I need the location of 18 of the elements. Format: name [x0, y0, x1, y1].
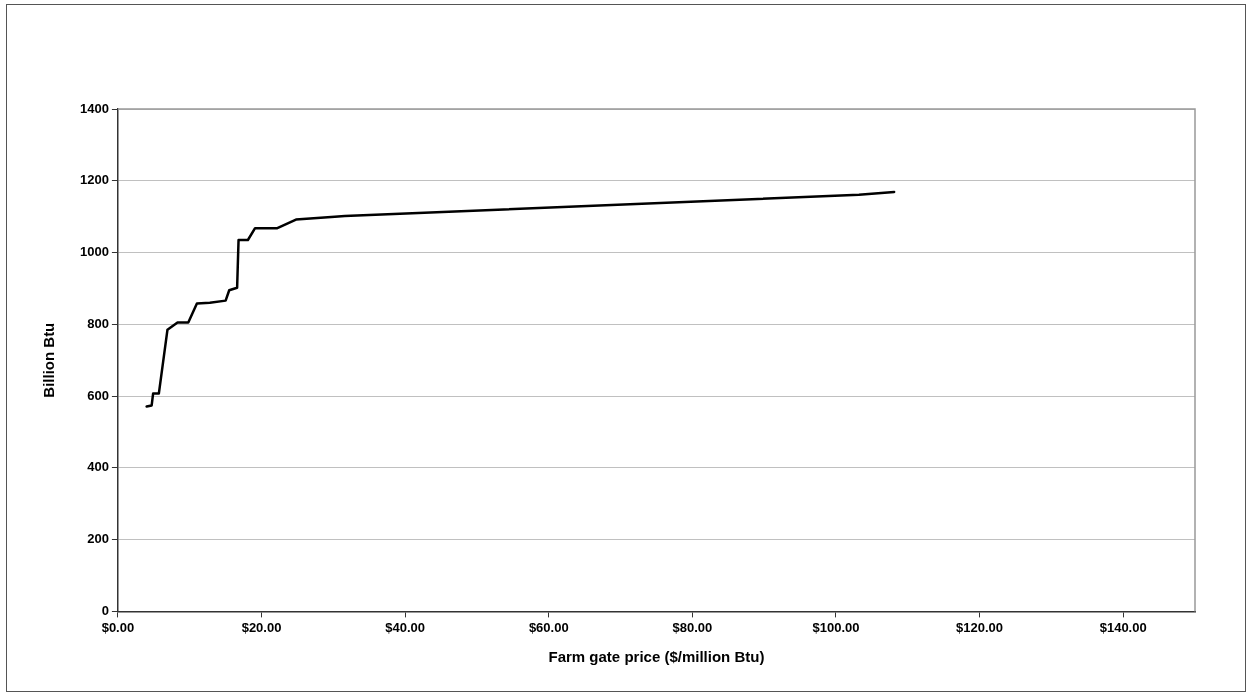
y-tick-label: 600	[87, 387, 109, 403]
x-tick-label: $140.00	[1099, 619, 1147, 635]
y-axis-title: Billion Btu	[40, 322, 58, 398]
x-axis-title: Farm gate price ($/million Btu)	[548, 648, 765, 666]
x-tick-label: $100.00	[812, 619, 860, 635]
x-tick-label: $120.00	[956, 619, 1004, 635]
y-tick-label: 200	[87, 531, 109, 547]
y-tick-label: 400	[87, 459, 109, 475]
x-tick-label: $20.00	[241, 619, 282, 635]
y-tick-label: 1200	[80, 172, 109, 188]
y-tick-label: 1400	[80, 100, 109, 116]
y-tick-label: 800	[87, 315, 109, 331]
x-tick-label: $0.00	[101, 619, 135, 635]
y-tick-label: 1000	[80, 244, 109, 260]
x-tick-label: $40.00	[385, 619, 426, 635]
y-tick-label: 0	[101, 602, 109, 618]
x-tick-label: $60.00	[528, 619, 569, 635]
x-tick-label: $80.00	[672, 619, 713, 635]
